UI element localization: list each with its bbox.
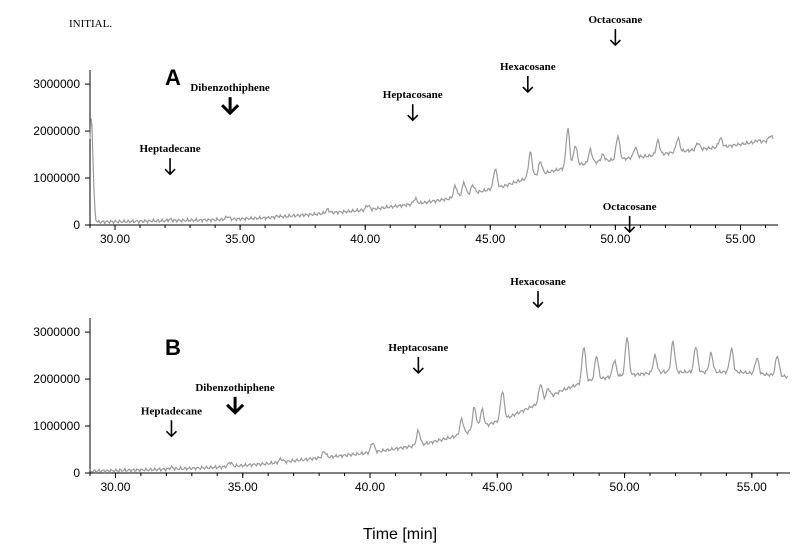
- x-tick-label: 40.00: [355, 480, 385, 494]
- peak-annotation: Hexacosane: [510, 276, 566, 309]
- x-tick-label: 35.00: [228, 480, 258, 494]
- peak-label: Heptadecane: [140, 143, 201, 155]
- peak-label: Dibenzothiphene: [190, 82, 270, 94]
- x-tick-label: 55.00: [737, 480, 767, 494]
- peak-label: Hexacosane: [500, 61, 556, 73]
- y-tick-label: 2000000: [33, 124, 80, 138]
- x-tick-label: 35.00: [225, 232, 255, 246]
- arrow-head: [609, 39, 621, 47]
- peak-label: Octacosane: [588, 14, 642, 26]
- x-tick-label: 30.00: [100, 232, 130, 246]
- chromatogram-trace: [89, 118, 774, 226]
- panel-label: B: [165, 335, 181, 360]
- y-tick-label: 2000000: [33, 372, 80, 386]
- arrow-head: [221, 104, 240, 116]
- arrow-head: [226, 403, 245, 415]
- x-axis-label: Time [min]: [362, 526, 438, 543]
- arrow-head: [407, 114, 419, 122]
- peak-label: Hexacosane: [510, 276, 566, 288]
- x-tick-label: 50.00: [610, 480, 640, 494]
- chromatogram-trace: [89, 337, 789, 475]
- peak-annotation: Dibenzothiphene: [190, 82, 270, 116]
- peak-label: Octacosane: [603, 201, 657, 213]
- peak-label: Dibenzothiphene: [195, 382, 275, 394]
- peak-annotation: Heptacosane: [383, 89, 443, 122]
- y-tick-label: 3000000: [33, 77, 80, 91]
- x-tick-label: 40.00: [350, 232, 380, 246]
- chromatogram-panel-a: 0 1000000 2000000 3000000 30.00 35.00 40.00 45.…: [33, 14, 778, 246]
- x-tick-label: 30.00: [100, 480, 130, 494]
- arrow-head: [164, 168, 176, 176]
- peak-label: Heptadecane: [141, 405, 202, 417]
- arrow-head: [522, 86, 534, 94]
- x-tick-label: 50.00: [600, 232, 630, 246]
- peak-label: Heptacosane: [388, 342, 448, 354]
- peak-annotation: Heptadecane: [140, 143, 201, 176]
- peak-label: Heptacosane: [383, 89, 443, 101]
- x-tick-label: 55.00: [725, 232, 755, 246]
- y-tick-label: 3000000: [33, 325, 80, 339]
- arrow-head: [412, 367, 424, 375]
- panel-label: A: [165, 65, 181, 90]
- peak-annotation: Hexacosane: [500, 61, 556, 94]
- arrow-head: [165, 430, 178, 438]
- chromatogram-panel-b: 0 1000000 2000000 3000000 30.00 35.00 40.00 45.…: [33, 201, 790, 494]
- y-tick-label: 1000000: [33, 171, 80, 185]
- x-tick-label: 45.00: [475, 232, 505, 246]
- y-tick-label: 1000000: [33, 419, 80, 433]
- peak-annotation: Heptacosane: [388, 342, 448, 375]
- x-tick-label: 45.00: [482, 480, 512, 494]
- page-label: INITIAL.: [69, 18, 113, 30]
- peak-annotation: Octacosane: [588, 14, 642, 47]
- y-tick-label: 0: [73, 218, 80, 232]
- peak-annotation: Heptadecane: [141, 405, 202, 438]
- arrow-head: [532, 301, 544, 309]
- peak-annotation: Dibenzothiphene: [195, 382, 275, 415]
- arrow-head: [624, 226, 636, 234]
- peak-annotation: Octacosane: [603, 201, 657, 234]
- y-tick-label: 0: [73, 466, 80, 480]
